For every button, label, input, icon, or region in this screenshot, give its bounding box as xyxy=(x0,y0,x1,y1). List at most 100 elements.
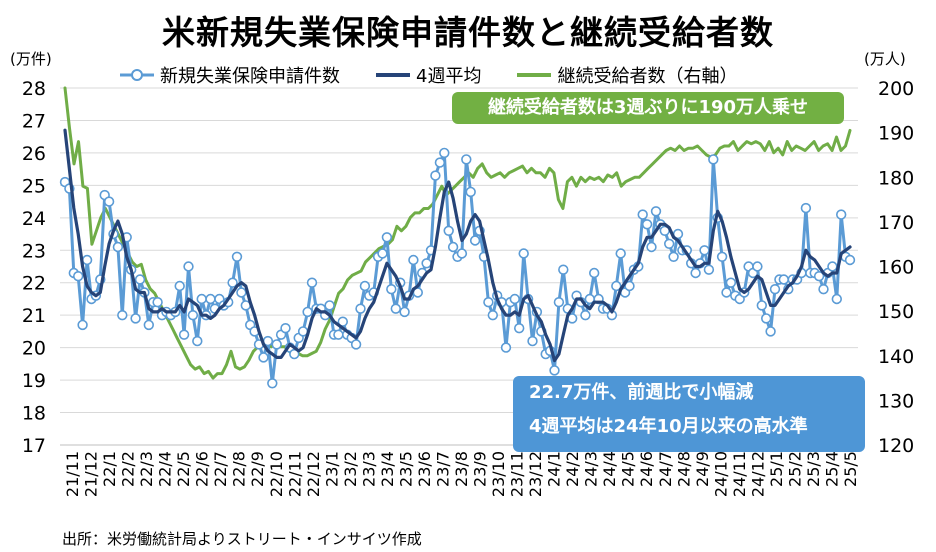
series-weekly-point xyxy=(231,251,243,262)
series-weekly-point xyxy=(152,297,163,308)
series-weekly-point xyxy=(196,293,207,305)
x-tick-label: 22/6 xyxy=(193,451,212,487)
series-weekly-point xyxy=(465,186,476,198)
x-tick-label: 23/7 xyxy=(433,451,452,487)
x-tick-label: 23/12 xyxy=(526,451,545,497)
series-weekly-point xyxy=(355,303,366,314)
x-tick-label: 22/12 xyxy=(304,451,323,497)
series-weekly-point xyxy=(509,293,520,305)
series-weekly-point xyxy=(483,297,494,308)
series-weekly-point xyxy=(103,196,115,207)
y-left-tick-label: 26 xyxy=(22,143,46,165)
series-weekly-point xyxy=(386,284,397,295)
y-right-tick-label: 190 xyxy=(878,123,914,145)
x-tick-label: 24/7 xyxy=(656,451,675,487)
series-weekly-point xyxy=(439,147,450,159)
y-right-tick-label: 120 xyxy=(878,435,914,457)
callout-weekly-line2: 4週平均は24年10月以来の高水準 xyxy=(529,416,808,437)
x-tick-label: 23/2 xyxy=(341,451,360,487)
y-left-tick-label: 17 xyxy=(22,435,46,457)
series-weekly-point xyxy=(399,306,410,318)
x-tick-label: 25/4 xyxy=(822,451,841,487)
y-left-tick-label: 27 xyxy=(22,110,46,132)
series-weekly-point xyxy=(112,241,124,253)
x-tick-label: 22/4 xyxy=(156,451,175,487)
series-weekly-point xyxy=(624,280,635,292)
x-tick-label: 22/5 xyxy=(174,451,193,487)
x-tick-label: 24/8 xyxy=(674,451,693,487)
series-weekly-point xyxy=(513,323,525,334)
y-right-tick-label: 150 xyxy=(878,301,914,323)
series-avg4-line xyxy=(63,128,852,363)
x-tick-label: 24/9 xyxy=(693,451,712,487)
series-weekly-point xyxy=(699,245,710,256)
right-axis-unit: (万人) xyxy=(864,50,906,68)
series-weekly-point xyxy=(72,271,84,282)
legend-label-continuing: 継続受給者数（右軸） xyxy=(557,66,738,87)
y-right-tick-label: 200 xyxy=(878,78,914,100)
y-left-tick-label: 28 xyxy=(22,78,46,100)
x-tick-label: 23/3 xyxy=(359,451,378,487)
x-tick-label: 24/1 xyxy=(545,451,564,487)
series-weekly-point xyxy=(271,339,282,350)
series-weekly-point xyxy=(130,313,141,324)
series-weekly-point xyxy=(434,157,446,168)
series-weekly-point xyxy=(580,310,591,321)
x-tick-label: 24/3 xyxy=(582,451,601,487)
series-weekly-point xyxy=(716,251,728,262)
series-weekly-point xyxy=(205,293,216,305)
series-weekly-point xyxy=(443,225,454,237)
series-weekly-point xyxy=(637,209,648,220)
series-weekly-point xyxy=(359,280,371,292)
series-weekly-point xyxy=(267,378,278,389)
x-tick-label: 24/11 xyxy=(730,451,749,497)
series-weekly-point xyxy=(500,342,512,353)
series-weekly-point xyxy=(756,300,767,311)
series-weekly-point xyxy=(192,335,203,347)
y-right-tick-label: 140 xyxy=(878,346,914,368)
series-weekly-point xyxy=(549,365,560,376)
series-weekly-point xyxy=(134,274,146,285)
series-weekly-point xyxy=(813,271,825,282)
series-weekly-point xyxy=(752,261,763,272)
series-weekly-point xyxy=(668,251,679,262)
legend: 新規失業保険申請件数 4週平均 継続受給者数（右軸） xyxy=(120,62,773,88)
series-weekly-point xyxy=(588,267,600,279)
left-axis-unit: (万件) xyxy=(10,50,52,68)
series-weekly-point xyxy=(611,280,622,292)
x-tick-label: 23/1 xyxy=(322,451,341,487)
y-left-tick-label: 24 xyxy=(22,208,46,230)
series-weekly-point xyxy=(778,274,789,285)
series-weekly-point xyxy=(408,254,419,266)
series-weekly-point xyxy=(641,219,653,230)
series-weekly-point xyxy=(827,261,838,272)
series-weekly-point xyxy=(769,284,781,295)
legend-item-avg4: 4週平均 xyxy=(376,62,481,88)
y-left-tick-label: 22 xyxy=(22,273,46,295)
x-tick-label: 24/4 xyxy=(600,451,619,487)
x-tick-label: 21/12 xyxy=(82,451,101,497)
x-tick-label: 21/11 xyxy=(63,451,82,497)
series-weekly-point xyxy=(615,248,626,259)
series-weekly-point xyxy=(280,323,291,334)
series-weekly-point xyxy=(143,319,155,331)
series-weekly-point xyxy=(178,329,190,340)
series-weekly-point xyxy=(518,248,529,259)
legend-swatch-avg4 xyxy=(376,73,410,77)
y-right-tick-label: 130 xyxy=(878,390,914,412)
series-weekly-point xyxy=(174,280,185,292)
series-weekly-point xyxy=(447,241,459,253)
series-weekly-point xyxy=(835,209,847,220)
legend-swatch-weekly xyxy=(120,69,154,81)
series-weekly-point xyxy=(703,264,715,275)
y-left-tick-label: 25 xyxy=(22,175,46,197)
x-tick-label: 24/12 xyxy=(748,451,767,497)
series-weekly-point xyxy=(302,306,313,318)
x-tick-label: 22/1 xyxy=(100,451,119,487)
series-weekly-point xyxy=(377,248,388,259)
y-left-tick-label: 21 xyxy=(22,305,46,327)
series-weekly-point xyxy=(760,313,772,324)
x-tick-label: 23/10 xyxy=(489,451,508,497)
legend-swatch-continuing xyxy=(517,73,552,77)
